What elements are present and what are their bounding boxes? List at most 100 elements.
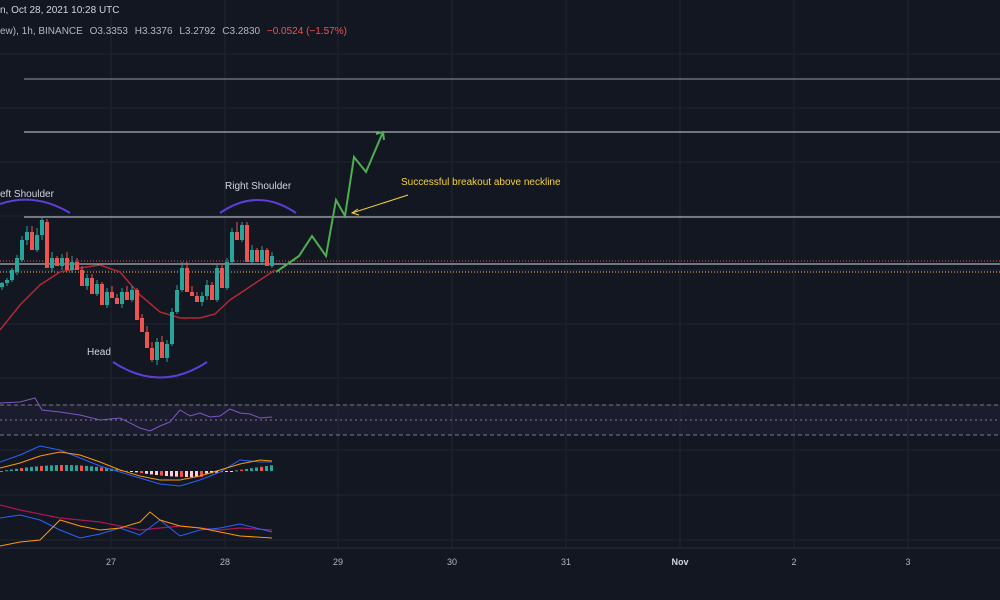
macd-line [0,445,272,487]
candle-body-41 [205,285,209,296]
candle-body-53 [265,250,269,266]
candle-body-48 [240,225,244,240]
macd-hist-30 [150,471,153,475]
macd-hist-4 [20,468,23,471]
candle-body-0 [0,283,4,287]
macd-hist-36 [180,471,183,477]
ind-line-c [0,511,273,547]
candle-body-39 [195,296,199,302]
macd-hist-13 [65,465,68,471]
pattern-arcs [0,198,297,379]
candle-body-31 [155,342,159,360]
ind-line-a [0,504,273,531]
candle-body-43 [215,268,219,300]
candle-body-51 [255,250,259,262]
candle-body-44 [220,268,224,288]
moving-average-layer [0,264,276,331]
macd-hist-20 [100,467,103,471]
candle-body-32 [160,342,164,358]
macd-hist-10 [50,465,53,471]
candle-body-46 [230,232,234,262]
candle-body-7 [35,235,39,250]
x-tick-28: 28 [219,557,231,567]
chart-grid [0,0,1000,549]
candle-body-20 [100,284,104,305]
candle-body-11 [55,258,59,266]
signal-line [0,451,273,481]
candle-body-49 [245,225,249,262]
macd-hist-27 [135,471,138,473]
candle-body-29 [145,332,149,348]
macd-hist-2 [10,469,13,471]
macd-hist-14 [70,465,73,471]
macd-hist-32 [160,471,163,476]
x-tick-3: 3 [905,557,911,567]
macd-hist-15 [75,465,78,471]
x-tick-29: 29 [332,557,344,567]
projection-arrowhead [375,130,385,141]
x-tick-2: 2 [791,557,797,567]
macd-hist-19 [95,466,98,471]
candle-body-21 [105,292,109,305]
symbol-info: ew), 1h, BINANCE [0,26,83,37]
head-arc [112,361,208,379]
macd-hist-7 [35,466,38,471]
macd-hist-33 [165,471,168,476]
candle-body-15 [75,262,79,270]
candle-body-5 [25,232,29,240]
macd-pane [0,445,273,487]
x-tick-30: 30 [446,557,458,567]
high-value: H3.3376 [134,26,173,37]
macd-hist-54 [270,465,273,471]
candle-body-28 [140,318,144,332]
candle-body-40 [200,296,204,302]
macd-hist-43 [215,471,218,473]
left-shoulder-arc [0,198,71,214]
ohlc-legend: ew), 1h, BINANCE O3.3353 H3.3376 L3.2792… [0,26,351,37]
candle-body-17 [85,278,89,286]
macd-hist-9 [45,465,48,471]
macd-hist-28 [140,471,143,474]
candle-body-13 [65,258,69,270]
chart-datetime: n, Oct 28, 2021 10:28 UTC [0,5,120,16]
candles-layer [0,218,274,365]
candle-body-27 [135,290,139,320]
macd-hist-34 [170,471,173,477]
horizontal-levels [0,78,1000,273]
macd-hist-25 [125,470,128,472]
candle-body-22 [110,292,114,298]
left-shoulder-label: eft Shoulder [0,189,54,200]
close-value: C3.2830 [222,26,261,37]
candle-body-37 [185,268,189,292]
macd-hist-29 [145,471,148,474]
breakout-arrowhead [350,208,360,216]
candle-body-12 [60,258,64,266]
macd-hist-45 [225,471,228,472]
head-label: Head [87,347,111,358]
macd-hist-26 [130,471,133,472]
breakout-annotation: Successful breakout above neckline [401,177,561,188]
rsi-line [0,397,273,432]
candle-body-2 [10,270,14,280]
candle-body-36 [180,268,184,290]
macd-hist-3 [15,468,18,471]
indicator-pane [0,504,273,547]
macd-hist-35 [175,471,178,477]
change-value: −0.0524 (−1.57%) [266,26,347,37]
candle-body-26 [130,290,134,300]
macd-hist-48 [240,469,243,471]
macd-hist-21 [105,468,108,471]
macd-hist-11 [55,465,58,471]
macd-hist-23 [115,469,118,471]
candle-body-16 [80,270,84,286]
candle-body-23 [115,298,119,304]
moving-average-line [0,264,276,331]
candle-body-9 [45,222,49,268]
candle-body-25 [125,292,129,300]
candle-body-14 [70,262,74,270]
candle-body-47 [235,232,239,240]
right-shoulder-label: Right Shoulder [225,181,292,192]
macd-hist-41 [205,471,208,474]
low-value: L3.2792 [179,26,216,37]
